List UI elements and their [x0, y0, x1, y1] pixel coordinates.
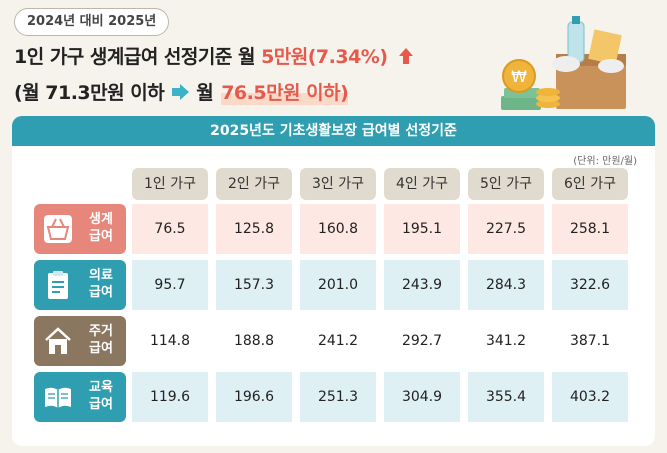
row-label-line2: 급여 [89, 397, 113, 412]
table-cell: 188.8 [216, 316, 292, 366]
row-label-line1: 의료 [89, 268, 113, 283]
criteria-table-panel: 2025년도 기초생활보장 급여별 선정기준 (단위: 만원/월) 1인 가구 … [12, 116, 655, 446]
subline-left: (월 71.3만원 이하 [14, 82, 165, 104]
table-cell: 322.6 [552, 260, 628, 310]
house-icon [45, 327, 71, 354]
column-header: 6인 가구 [552, 168, 628, 200]
table-cell: 403.2 [552, 372, 628, 422]
column-header: 4인 가구 [384, 168, 460, 200]
table-cell: 201.0 [300, 260, 376, 310]
column-header: 2인 가구 [216, 168, 292, 200]
subline-mid: 월 [196, 82, 214, 104]
column-header: 1인 가구 [132, 168, 208, 200]
table-cell: 196.6 [216, 372, 292, 422]
headline-highlight: 5만원(7.34%) [261, 46, 388, 68]
column-header: 3인 가구 [300, 168, 376, 200]
row-label-line2: 급여 [89, 285, 113, 300]
table-cell: 292.7 [384, 316, 460, 366]
up-arrow-icon [398, 48, 413, 64]
clipboard-icon [48, 271, 68, 299]
row-label-line1: 주거 [89, 324, 113, 339]
table-cell: 76.5 [132, 204, 208, 254]
table-cell: 387.1 [552, 316, 628, 366]
table-cell: 304.9 [384, 372, 460, 422]
table-cell: 125.8 [216, 204, 292, 254]
shopping-basket-icon [44, 215, 72, 243]
table-title: 2025년도 기초생활보장 급여별 선정기준 [12, 116, 655, 146]
table-cell: 119.6 [132, 372, 208, 422]
row-label-line2: 급여 [89, 341, 113, 356]
table-cell: 243.9 [384, 260, 460, 310]
subline-right: 76.5만원 이하) [221, 78, 349, 105]
table-cell: 160.8 [300, 204, 376, 254]
column-header: 5인 가구 [468, 168, 544, 200]
table-cell: 114.8 [132, 316, 208, 366]
right-arrow-icon [172, 83, 190, 100]
coin-symbol: ₩ [511, 67, 527, 86]
table-cell: 195.1 [384, 204, 460, 254]
table-cell: 258.1 [552, 204, 628, 254]
subline: (월 71.3만원 이하 월 76.5만원 이하) [14, 78, 349, 105]
groceries-and-coins-icon: ₩ [501, 16, 626, 110]
table-cell: 241.2 [300, 316, 376, 366]
table-cell: 251.3 [300, 372, 376, 422]
row-label-line2: 급여 [89, 229, 113, 244]
row-label-line1: 교육 [89, 380, 113, 395]
unit-label: (단위: 만원/월) [573, 156, 637, 167]
headline-prefix: 1인 가구 생계급여 선정기준 월 [14, 46, 262, 68]
book-icon [45, 387, 71, 408]
table-cell: 284.3 [468, 260, 544, 310]
table-cell: 95.7 [132, 260, 208, 310]
headline: 1인 가구 생계급여 선정기준 월 5만원(7.34%) [14, 42, 414, 69]
table-cell: 341.2 [468, 316, 544, 366]
table-cell: 355.4 [468, 372, 544, 422]
table-cell: 157.3 [216, 260, 292, 310]
row-label-line1: 생계 [89, 212, 113, 227]
table-cell: 227.5 [468, 204, 544, 254]
year-badge: 2024년 대비 2025년 [14, 8, 170, 36]
